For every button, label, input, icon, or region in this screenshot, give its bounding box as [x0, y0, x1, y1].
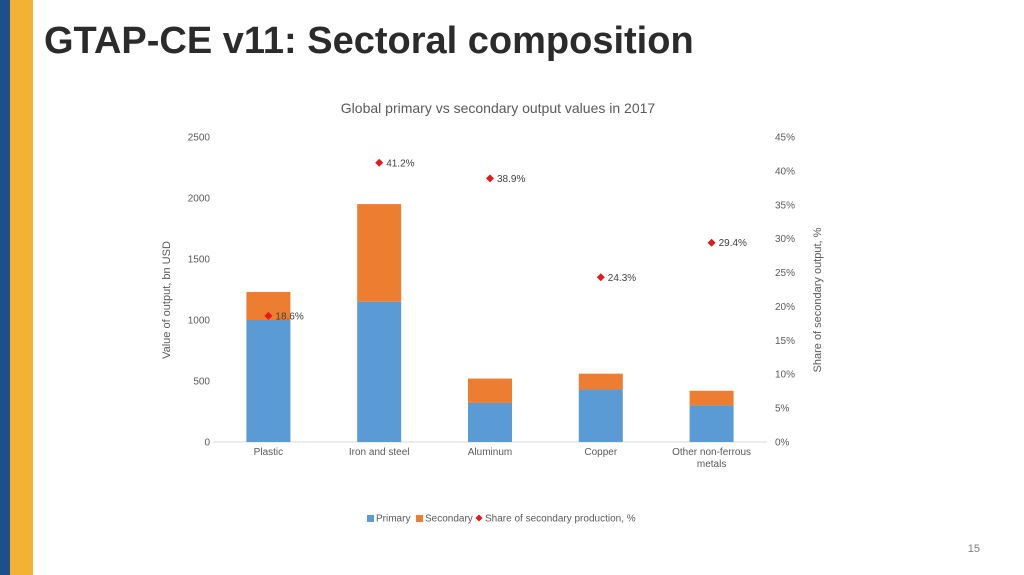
legend-swatch-primary	[367, 515, 374, 522]
page-number: 15	[967, 543, 980, 555]
bar-primary	[357, 301, 402, 442]
share-marker	[375, 158, 384, 167]
share-marker	[264, 311, 273, 320]
legend-swatch-share	[475, 514, 483, 522]
legend-label-primary: Primary	[376, 514, 410, 525]
accent-bar-gold	[10, 0, 33, 575]
bar-primary	[468, 402, 512, 442]
y2-tick-label: 20%	[775, 302, 795, 313]
share-data-label: 24.3%	[608, 273, 636, 284]
bars	[246, 204, 734, 442]
y-axis-label: Value of output, bn USD	[161, 241, 173, 359]
slide-title: GTAP-CE v11: Sectoral composition	[44, 20, 694, 62]
y2-tick-label: 40%	[775, 166, 795, 177]
x-tick-label: Iron and steel	[349, 447, 410, 458]
y-tick-label: 1500	[188, 255, 211, 266]
bar-secondary	[689, 390, 734, 406]
chart-title: Global primary vs secondary output value…	[341, 100, 656, 116]
y2-tick-label: 5%	[775, 404, 790, 415]
legend-label-share: Share of secondary production, %	[485, 514, 636, 525]
y-tick-label: 1000	[188, 316, 211, 327]
y-tick-label: 500	[193, 377, 210, 388]
bar-primary	[246, 320, 291, 442]
y-axis-ticks: 0 500 1000 1500 2000 2500	[188, 133, 211, 449]
share-data-label: 29.4%	[719, 238, 747, 249]
share-data-label: 41.2%	[386, 158, 414, 169]
x-tick-label: Plastic	[254, 447, 283, 458]
bar-secondary	[468, 378, 512, 403]
bar-secondary	[357, 204, 402, 302]
legend-label-secondary: Secondary	[425, 514, 473, 525]
y2-tick-label: 10%	[775, 370, 795, 381]
y2-axis-label: Share of secondary output, %	[812, 227, 824, 372]
legend-swatch-secondary	[416, 515, 423, 522]
share-markers: 18.6% 41.2% 38.9% 24.3% 29.4%	[264, 158, 747, 322]
share-data-label: 18.6%	[275, 311, 303, 322]
bar-primary	[578, 389, 623, 442]
bar-primary	[689, 405, 734, 442]
accent-bar-navy	[0, 0, 10, 575]
y2-tick-label: 45%	[775, 133, 795, 144]
y2-tick-label: 15%	[775, 336, 795, 347]
y-tick-label: 0	[204, 438, 210, 449]
y-tick-label: 2000	[188, 194, 211, 205]
share-marker	[486, 174, 494, 183]
y2-tick-label: 35%	[775, 200, 795, 211]
legend: Primary Secondary Share of secondary pro…	[367, 514, 636, 525]
x-axis-labels: Plastic Iron and steel Aluminum Copper Other…	[254, 447, 751, 470]
bar-secondary	[578, 373, 623, 390]
y-tick-label: 2500	[188, 133, 211, 144]
y2-tick-label: 0%	[775, 438, 790, 449]
y2-tick-label: 30%	[775, 234, 795, 245]
share-marker	[596, 273, 605, 282]
y2-tick-label: 25%	[775, 268, 795, 279]
y2-axis-ticks: 0% 5% 10% 15% 20% 25% 30% 35% 40% 45%	[775, 133, 795, 449]
x-tick-label: Other non-ferrous metals	[672, 447, 751, 470]
share-marker	[707, 238, 716, 247]
x-tick-label: Copper	[584, 447, 617, 458]
share-data-label: 38.9%	[497, 174, 525, 185]
x-tick-label: Aluminum	[468, 447, 512, 458]
